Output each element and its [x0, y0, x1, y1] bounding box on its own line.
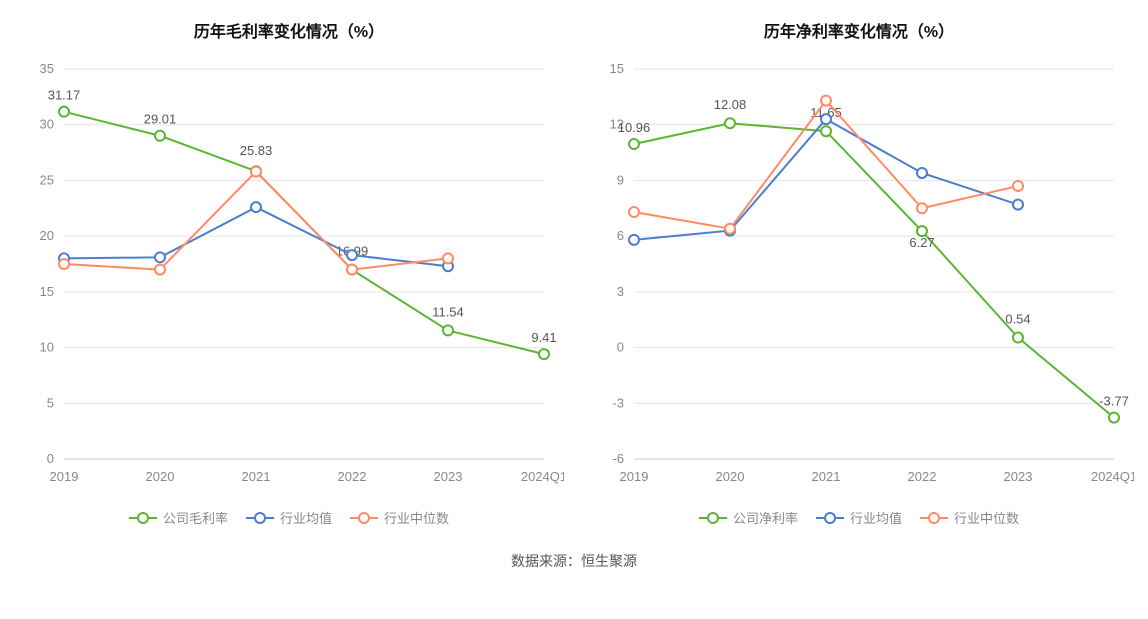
legend-marker-icon: [129, 513, 157, 523]
x-tick-label: 2019: [620, 469, 649, 484]
line-industry-median-marker: [155, 265, 165, 275]
chart-panel-left: 历年毛利率变化情况（%） 0 5 10 15 20 25 30 35 2019 2020 2021 2…: [14, 10, 564, 527]
x-tick-label: 2024Q1: [521, 469, 564, 484]
line-company-value-label: 29.01: [144, 112, 177, 127]
y-tick-label: 15: [40, 284, 54, 299]
legend-label: 行业均值: [850, 508, 902, 527]
chart-title-right: 历年净利率变化情况（%）: [584, 18, 1134, 42]
chart-svg-left: 0 5 10 15 20 25 30 35 2019 2020 2021 2022 2023 2024Q1…: [14, 54, 564, 494]
line-industry-median-marker: [347, 265, 357, 275]
y-tick-label: 5: [47, 395, 54, 410]
line-industry-median-marker: [59, 259, 69, 269]
line-company: [634, 123, 1114, 417]
y-tick-label: 9: [617, 172, 624, 187]
legend-label: 公司净利率: [733, 508, 798, 527]
line-company-marker: [821, 126, 831, 136]
legend-item: 公司毛利率: [129, 508, 228, 527]
y-tick-label: 3: [617, 284, 624, 299]
legend-item: 公司净利率: [699, 508, 798, 527]
line-industry-avg: [64, 207, 448, 266]
y-tick-label: 20: [40, 228, 54, 243]
line-industry-median-marker: [1013, 181, 1023, 191]
legend-right: 公司净利率 行业均值 行业中位数: [584, 508, 1134, 527]
line-company-marker: [155, 131, 165, 141]
line-industry-avg-marker: [347, 250, 357, 260]
line-industry-median-marker: [443, 253, 453, 263]
line-company-marker: [539, 349, 549, 359]
legend-label: 行业均值: [280, 508, 332, 527]
legend-item: 行业中位数: [350, 508, 449, 527]
line-company-value-label: 11.54: [432, 304, 464, 319]
charts-row: 历年毛利率变化情况（%） 051015202530352019202020212…: [20, 10, 1128, 527]
line-company-marker: [443, 325, 453, 335]
legend-marker-icon: [920, 513, 948, 523]
x-tick-label: 2019: [50, 469, 79, 484]
chart-panel-right: 历年净利率变化情况（%） -6-303691215201920202021202…: [584, 10, 1134, 527]
line-company-value-label: 0.54: [1005, 312, 1030, 327]
line-company-marker: [59, 107, 69, 117]
chart-area-left: 0 5 10 15 20 25 30 35 2019 2020 2021 2022 2023 2024Q1…: [14, 54, 564, 494]
line-industry-median: [64, 172, 448, 270]
legend-marker-icon: [816, 513, 844, 523]
legend-label: 行业中位数: [384, 508, 449, 527]
legend-item: 行业均值: [816, 508, 902, 527]
legend-item: 行业均值: [246, 508, 332, 527]
x-tick-label: 2023: [434, 469, 463, 484]
line-company-marker: [629, 139, 639, 149]
chart-title-left: 历年毛利率变化情况（%）: [14, 18, 564, 42]
legend-marker-icon: [350, 513, 378, 523]
line-industry-median-marker: [251, 167, 261, 177]
y-tick-label: 35: [40, 61, 54, 76]
line-company-value-label: 12.08: [714, 97, 747, 112]
legend-marker-icon: [699, 513, 727, 523]
line-industry-avg-marker: [629, 235, 639, 245]
chart-area-right: -6-303691215201920202021202220232024Q110…: [584, 54, 1134, 494]
legend-label: 公司毛利率: [163, 508, 228, 527]
legend-left: 公司毛利率 行业均值 行业中位数: [14, 508, 564, 527]
y-tick-label: 10: [40, 340, 54, 355]
x-tick-label: 2022: [338, 469, 367, 484]
line-industry-median-marker: [629, 207, 639, 217]
x-tick-label: 2020: [146, 469, 175, 484]
line-industry-median-marker: [917, 203, 927, 213]
line-company-value-label: 31.17: [48, 88, 81, 103]
line-industry-avg-marker: [251, 202, 261, 212]
legend-marker-icon: [246, 513, 274, 523]
y-tick-label: 0: [47, 451, 54, 466]
data-source-line: 数据来源：恒生聚源: [20, 551, 1128, 571]
line-company-value-label: 6.27: [909, 235, 934, 250]
y-tick-label: 15: [610, 61, 624, 76]
legend-label: 行业中位数: [954, 508, 1019, 527]
legend-item: 行业中位数: [920, 508, 1019, 527]
x-tick-label: 2021: [812, 469, 841, 484]
x-tick-label: 2023: [1004, 469, 1033, 484]
y-tick-label: -6: [612, 451, 624, 466]
line-company-value-label: 10.96: [618, 120, 651, 135]
line-company-marker: [725, 118, 735, 128]
line-company-marker: [1109, 413, 1119, 423]
line-industry-avg-marker: [821, 114, 831, 124]
line-industry-median-marker: [725, 224, 735, 234]
line-company-value-label: 25.83: [240, 143, 273, 158]
y-tick-label: 30: [40, 117, 54, 132]
x-tick-label: 2021: [242, 469, 271, 484]
y-tick-label: 25: [40, 172, 54, 187]
x-tick-label: 2020: [716, 469, 745, 484]
x-tick-label: 2022: [908, 469, 937, 484]
line-industry-avg-marker: [1013, 200, 1023, 210]
chart-svg-right: -6-303691215201920202021202220232024Q110…: [584, 54, 1134, 494]
y-tick-label: -3: [612, 395, 624, 410]
y-tick-label: 0: [617, 340, 624, 355]
line-company-marker: [1013, 333, 1023, 343]
line-company: [64, 112, 544, 354]
x-tick-label: 2024Q1: [1091, 469, 1134, 484]
y-tick-label: 6: [617, 228, 624, 243]
line-company-value-label: -3.77: [1099, 394, 1129, 409]
line-industry-median-marker: [821, 96, 831, 106]
line-industry-avg-marker: [155, 252, 165, 262]
line-industry-avg-marker: [917, 168, 927, 178]
line-company-value-label: 9.41: [531, 330, 556, 345]
